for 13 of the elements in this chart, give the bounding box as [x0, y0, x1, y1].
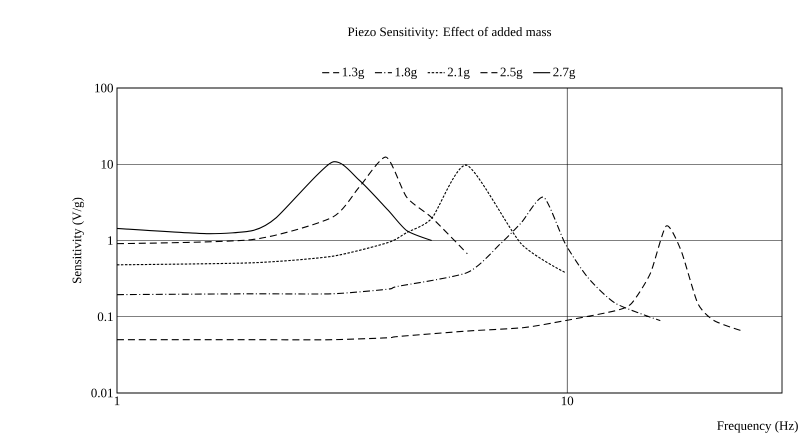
legend-label: 2.1g: [448, 68, 470, 79]
x-axis-title: Frequency (Hz): [717, 420, 798, 433]
y-tick-label: 100: [95, 84, 113, 92]
legend-label: 1.8g: [396, 68, 417, 80]
y-tick-label: 0.1: [98, 312, 113, 322]
y-tick-label: 0.01: [91, 388, 113, 398]
legend-label: 1.3g: [342, 68, 364, 79]
legend-label: 2.7g: [553, 68, 576, 79]
y-tick-label: 10: [102, 160, 113, 169]
legend-label: 2.5g: [500, 68, 522, 79]
y-axis-title: Sensitivity (V/g): [72, 198, 84, 283]
y-tick-label: 1: [108, 236, 113, 245]
chart-title: Piezo Sensitivity: Effect of added mass: [348, 26, 552, 39]
